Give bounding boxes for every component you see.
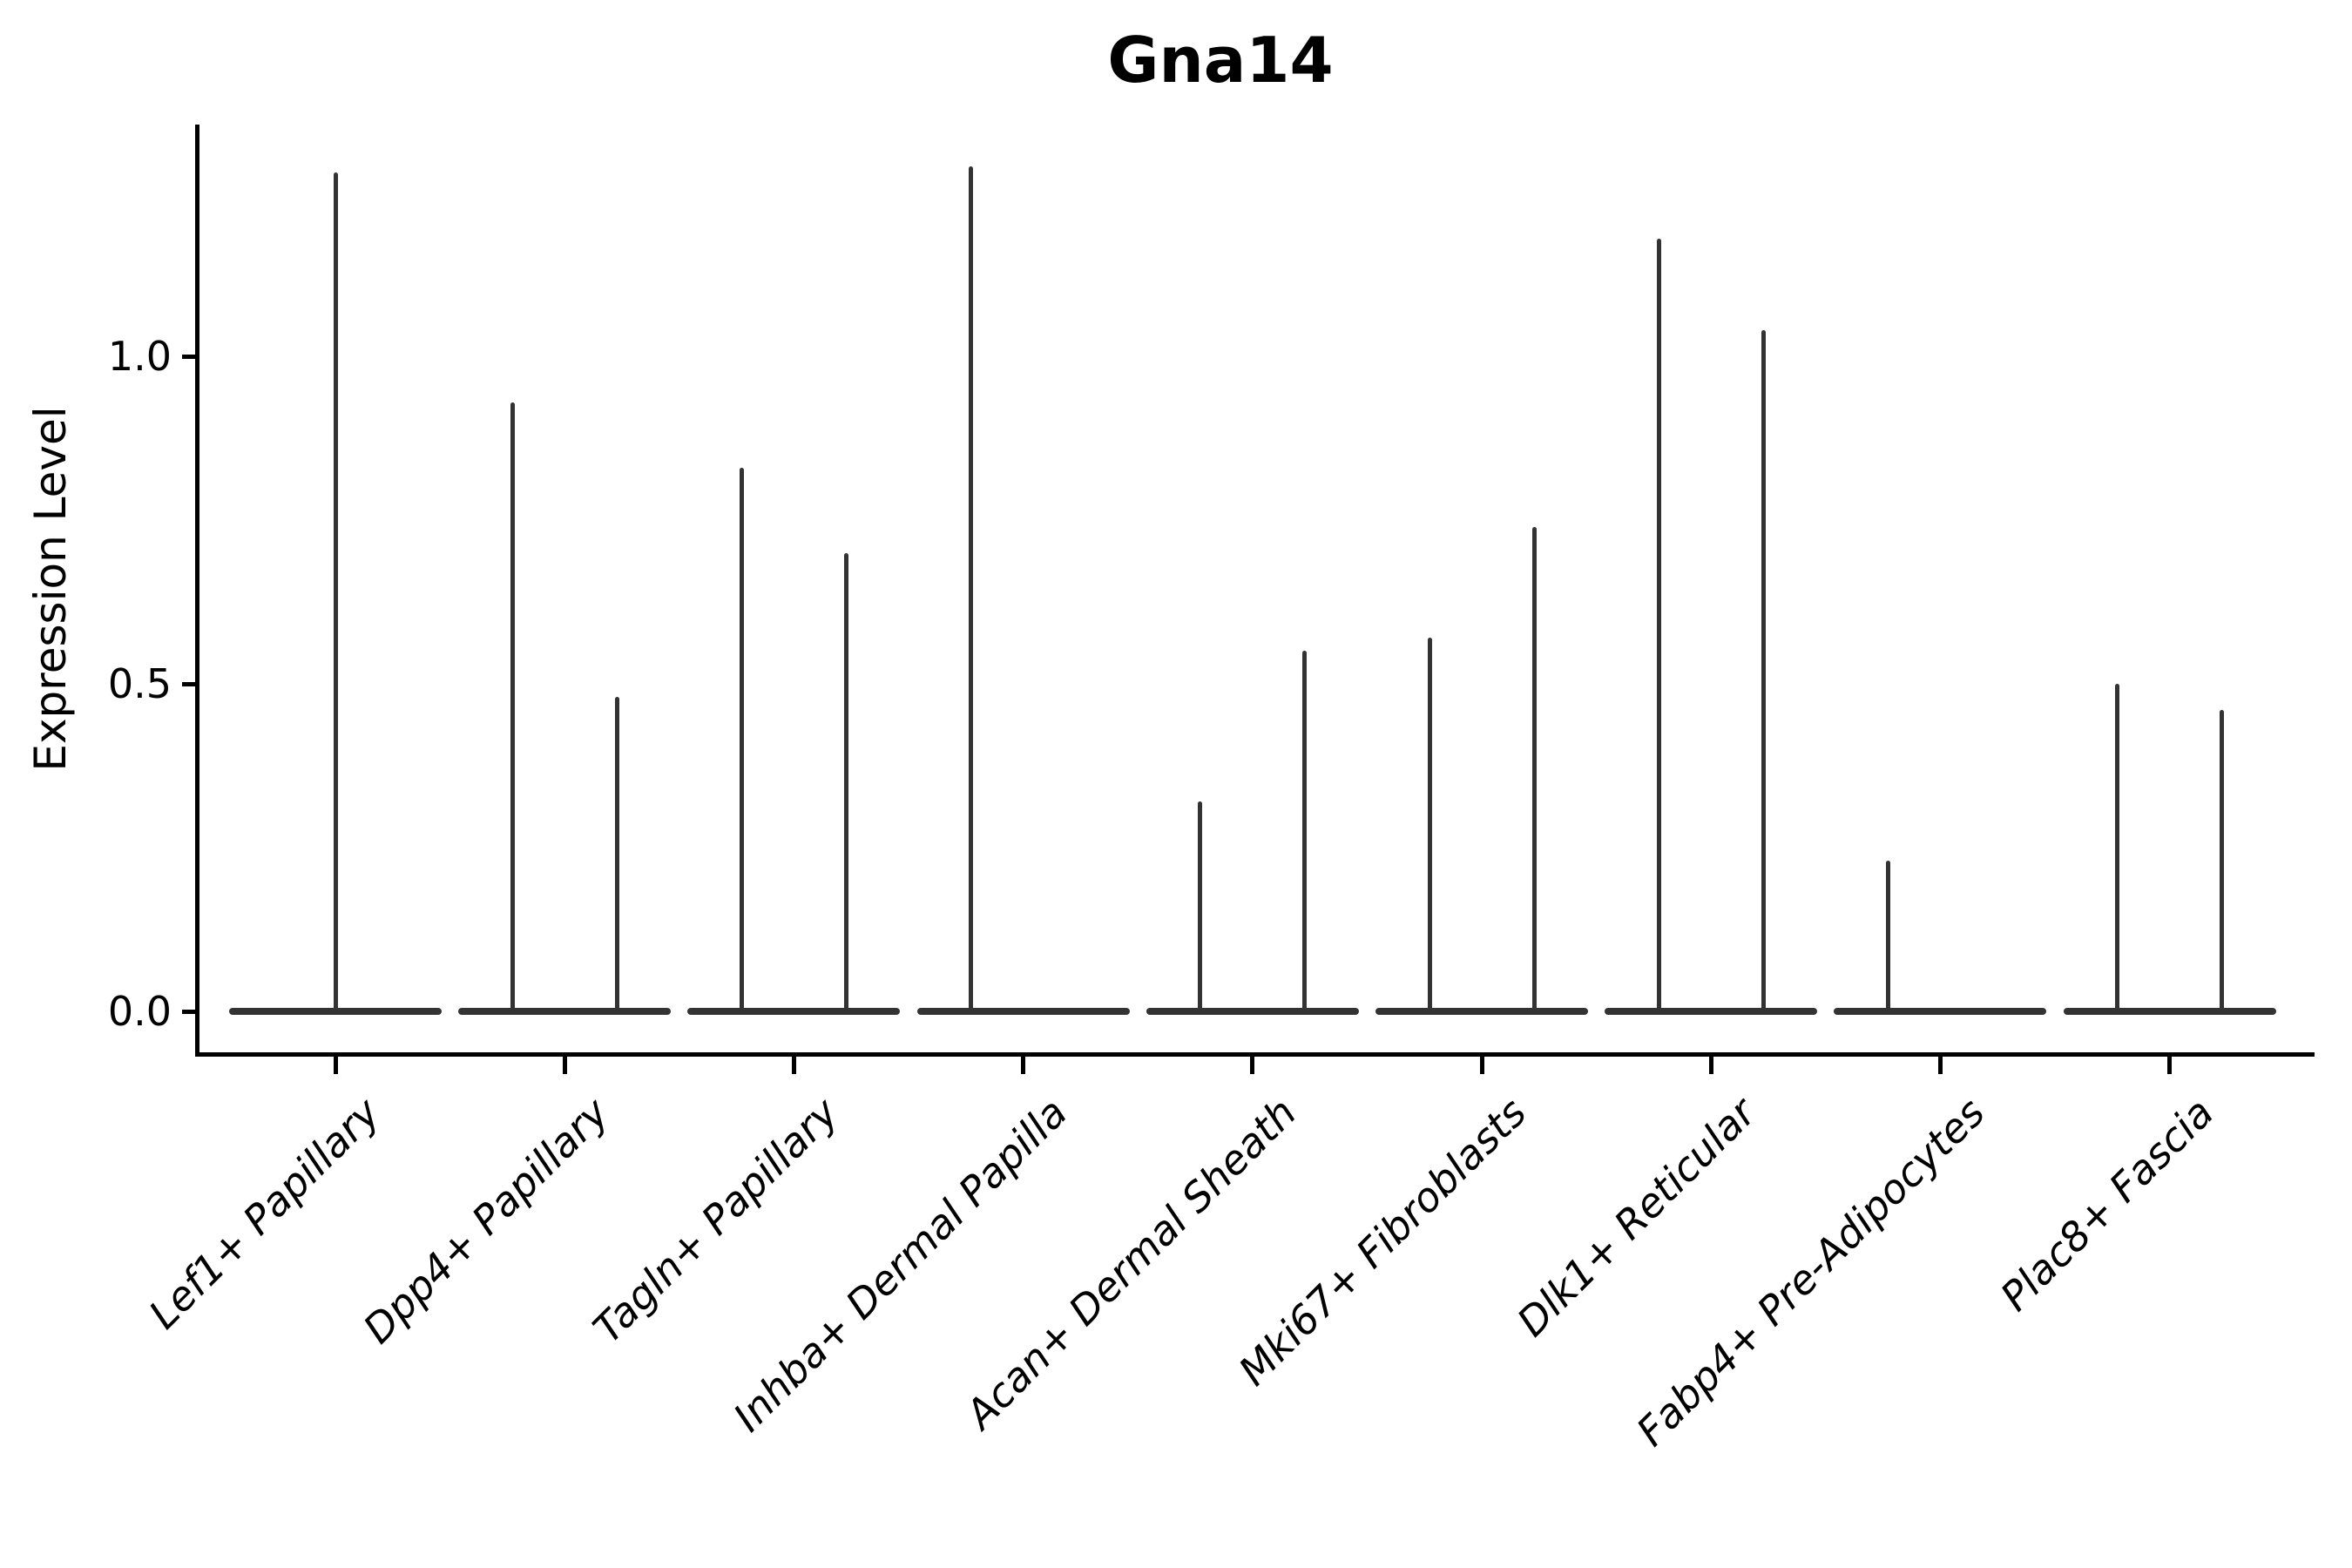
violin-needle (739, 467, 744, 1014)
x-tick-label: Dpp4+ Papillary (354, 1088, 618, 1353)
violin-base (916, 1008, 1130, 1015)
x-tick-label: Lef1+ Papillary (139, 1088, 389, 1338)
x-tick (333, 1057, 338, 1074)
violin-base (687, 1008, 901, 1015)
x-tick (1937, 1057, 1943, 1074)
x-tick (791, 1057, 796, 1074)
x-tick (562, 1057, 567, 1074)
y-tick (182, 354, 198, 359)
x-axis (195, 1052, 2315, 1057)
violin-base (1146, 1008, 1359, 1015)
x-tick (1708, 1057, 1713, 1074)
violin-base (458, 1008, 672, 1015)
violin-needle (333, 172, 338, 1014)
violin-needle (1885, 861, 1890, 1014)
violin-needle (2220, 710, 2225, 1014)
violin-needle (1656, 238, 1661, 1014)
violin-needle (510, 402, 515, 1014)
violin-needle (1761, 329, 1766, 1014)
x-tick (1479, 1057, 1484, 1074)
y-tick-label: 1.0 (107, 333, 172, 380)
y-tick-label: 0.5 (107, 660, 172, 707)
x-tick-label: Tagln+ Papillary (584, 1088, 848, 1353)
violin-base (1834, 1008, 2047, 1015)
violin-base (1605, 1008, 1818, 1015)
violin-needle (1531, 526, 1537, 1014)
y-axis-label: Expression Level (25, 406, 76, 772)
plot-title: Gna14 (1107, 24, 1334, 97)
y-axis (195, 125, 199, 1057)
violin-base (2063, 1008, 2276, 1015)
x-tick (2167, 1057, 2173, 1074)
violin-base (1375, 1008, 1588, 1015)
violin-needle (969, 166, 974, 1014)
violin-needle (614, 697, 619, 1014)
violin-needle (843, 552, 848, 1014)
y-tick (182, 1009, 198, 1014)
x-tick (1250, 1057, 1255, 1074)
violin-needle (2115, 684, 2120, 1014)
x-tick (1021, 1057, 1026, 1074)
violin-needle (1427, 638, 1432, 1014)
y-tick-label: 0.0 (107, 988, 172, 1035)
violin-needle (1198, 801, 1203, 1014)
x-tick-label: Plac8+ Fascia (1991, 1088, 2223, 1321)
y-tick (182, 681, 198, 686)
violin-needle (1302, 651, 1308, 1014)
x-tick-label: Dlk1+ Reticular (1507, 1088, 1765, 1346)
